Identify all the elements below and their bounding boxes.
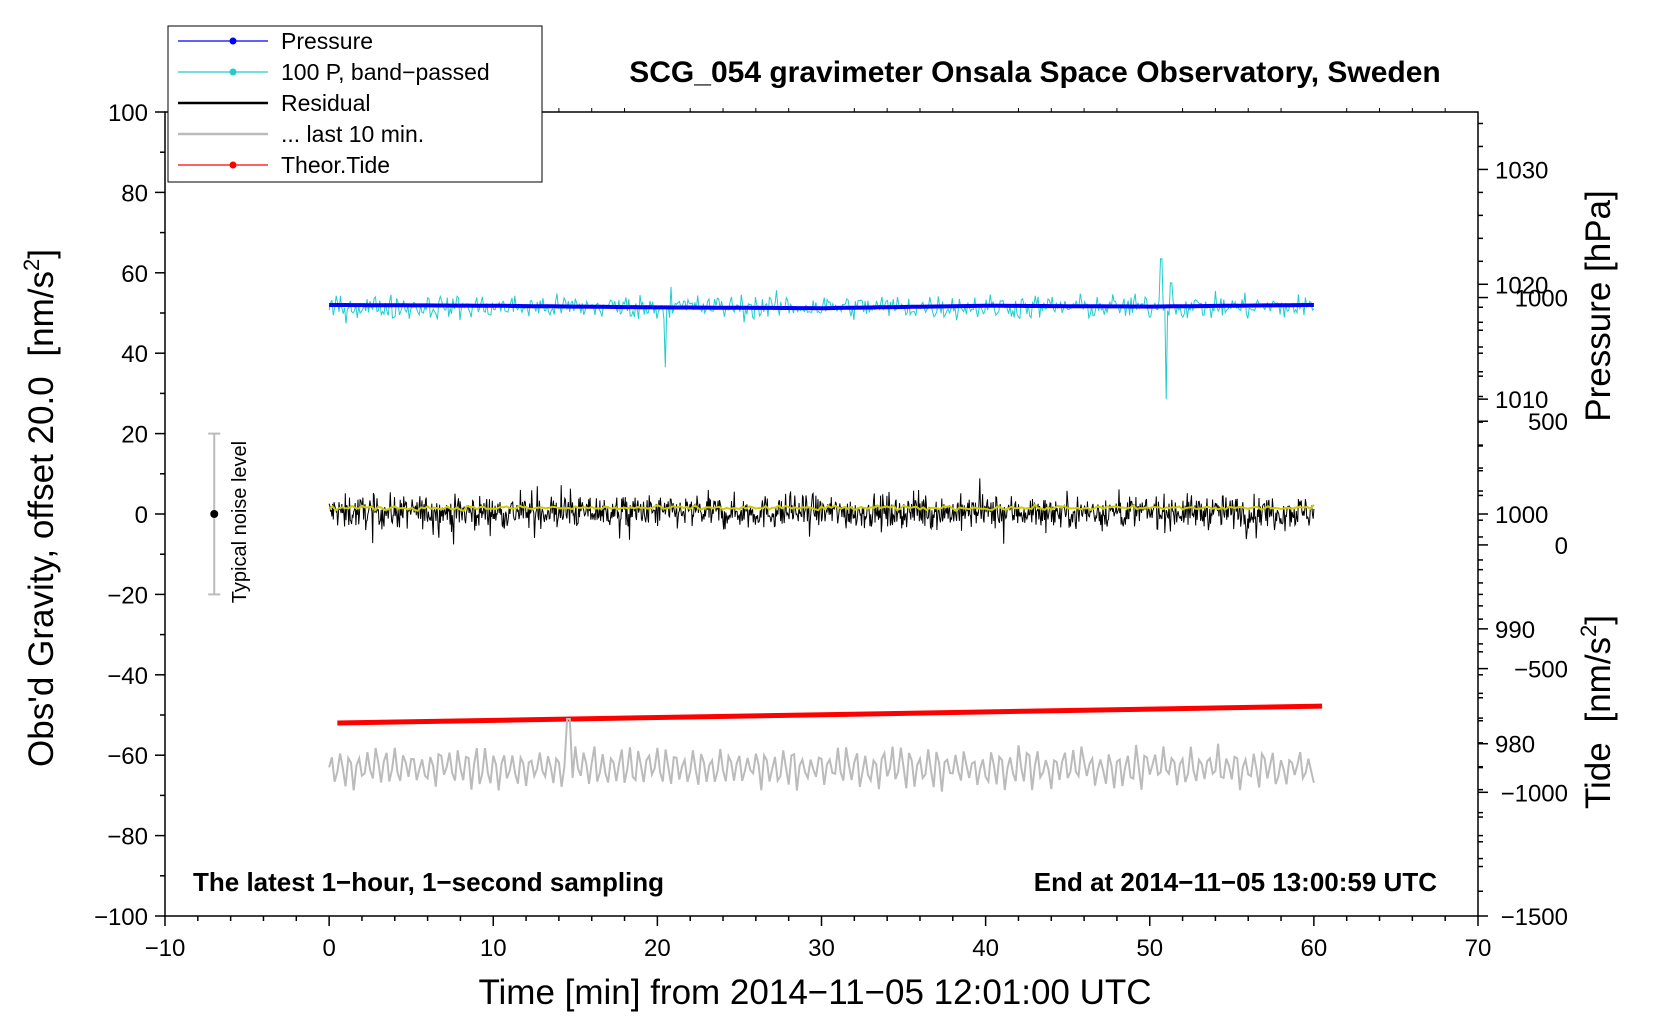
tide-axis-label-text: Tide <box>1579 742 1618 809</box>
x-tick-label: 40 <box>972 935 999 962</box>
y-tick-label: 40 <box>121 341 148 368</box>
y-tick-label: 80 <box>121 180 148 207</box>
series-last-10-min <box>329 719 1314 792</box>
tide-axis-label: Tide [nm/s2] <box>1576 615 1618 809</box>
legend-marker <box>230 69 237 76</box>
tide-tick-label: 1000 <box>1515 286 1568 313</box>
tide-tick-label: −500 <box>1514 657 1568 684</box>
noise-center-dot <box>210 510 218 518</box>
y-tick-label: −60 <box>107 743 148 770</box>
x-axis: −10 0 10 20 30 40 50 60 70 <box>145 108 1492 962</box>
legend: Pressure 100 P, band−passed Residual ... la… <box>168 26 542 182</box>
legend-marker <box>230 38 237 45</box>
y-axis-label-text: Obs'd Gravity, offset 20.0 <box>22 376 61 767</box>
legend-label: ... last 10 min. <box>281 121 424 147</box>
y-tick-label: −40 <box>107 663 148 690</box>
x-tick-label: 0 <box>322 935 335 962</box>
tide-axis-unit-sup: 2 <box>1576 625 1601 637</box>
tide-tick-label: −1000 <box>1501 780 1568 807</box>
x-tick-label: 70 <box>1465 935 1492 962</box>
y-axis-unit-end: ] <box>22 249 61 259</box>
y-axis: 100 80 60 40 20 0 −20 −40 −60 −80 −100 <box>94 100 165 931</box>
series-pressure <box>329 305 1314 308</box>
y-tick-label: −100 <box>94 904 148 931</box>
y-tick-label: 0 <box>135 502 148 529</box>
pressure-axis-label: Pressure [hPa] <box>1579 190 1618 422</box>
pressure-tick-label: 990 <box>1495 617 1535 644</box>
legend-label: Theor.Tide <box>281 152 390 178</box>
data-series <box>329 259 1322 792</box>
x-tick-label: 30 <box>808 935 835 962</box>
tide-tick-label: −1500 <box>1501 904 1568 931</box>
noise-label: Typical noise level <box>229 441 251 603</box>
legend-marker <box>230 162 237 169</box>
pressure-tick-label: 980 <box>1495 732 1535 759</box>
y-tick-label: −80 <box>107 824 148 851</box>
chart: −10 0 10 20 30 40 50 60 70 100806040200−20−40−60… <box>0 0 1660 1020</box>
noise-indicator: Typical noise level <box>208 434 251 604</box>
legend-label: Residual <box>281 90 371 116</box>
x-tick-label: 50 <box>1136 935 1163 962</box>
y-tick-label: 20 <box>121 422 148 449</box>
y-axis-unit-sup: 2 <box>19 259 44 271</box>
note-end-time: End at 2014−11−05 13:00:59 UTC <box>1034 867 1437 897</box>
chart-title: SCG_054 gravimeter Onsala Space Observat… <box>629 56 1441 89</box>
y-tick-label: 60 <box>121 261 148 288</box>
tide-tick-label: 0 <box>1555 533 1568 560</box>
tide-axis-unit-end: ] <box>1579 615 1618 625</box>
series-theor-tide <box>337 706 1322 723</box>
tide-tick-label: 500 <box>1528 409 1568 436</box>
y-axis-label: Obs'd Gravity, offset 20.0 [nm/s2] <box>19 249 61 767</box>
tide-axis: 1000 500 0 −500 −1000 −1500 <box>1478 286 1568 931</box>
y-tick-label: 100 <box>108 100 148 127</box>
legend-label: Pressure <box>281 28 373 54</box>
x-tick-label: 20 <box>644 935 671 962</box>
note-sampling: The latest 1−hour, 1−second sampling <box>193 867 664 897</box>
pressure-tick-label: 1000 <box>1495 502 1548 529</box>
x-tick-label: 10 <box>480 935 507 962</box>
y-axis-unit: [nm/s <box>22 271 61 357</box>
pressure-tick-label: 1030 <box>1495 157 1548 184</box>
x-tick-label: 60 <box>1301 935 1328 962</box>
x-axis-label: Time [min] from 2014−11−05 12:01:00 UTC <box>478 973 1151 1012</box>
y-tick-label: −20 <box>107 582 148 609</box>
legend-label: 100 P, band−passed <box>281 59 490 85</box>
series-residual <box>329 478 1314 544</box>
series-band-passed <box>329 259 1314 400</box>
tide-axis-unit: [nm/s <box>1579 637 1618 723</box>
x-tick-label: −10 <box>145 935 186 962</box>
